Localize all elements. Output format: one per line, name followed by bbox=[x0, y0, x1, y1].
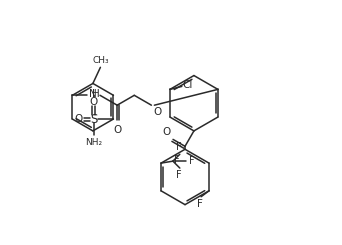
Text: O: O bbox=[153, 107, 162, 117]
Text: CH₃: CH₃ bbox=[92, 56, 109, 65]
Text: Cl: Cl bbox=[183, 80, 193, 90]
Text: F: F bbox=[176, 170, 182, 180]
Text: F: F bbox=[176, 142, 182, 152]
Text: F: F bbox=[174, 155, 180, 165]
Text: N: N bbox=[89, 89, 97, 99]
Text: F: F bbox=[197, 199, 203, 209]
Text: O: O bbox=[90, 97, 98, 107]
Text: O: O bbox=[113, 125, 121, 135]
Text: F: F bbox=[189, 156, 194, 166]
Text: S: S bbox=[90, 112, 97, 125]
Text: H: H bbox=[92, 89, 100, 99]
Text: O: O bbox=[163, 127, 171, 137]
Text: NH₂: NH₂ bbox=[85, 138, 102, 147]
Text: O: O bbox=[75, 114, 83, 124]
